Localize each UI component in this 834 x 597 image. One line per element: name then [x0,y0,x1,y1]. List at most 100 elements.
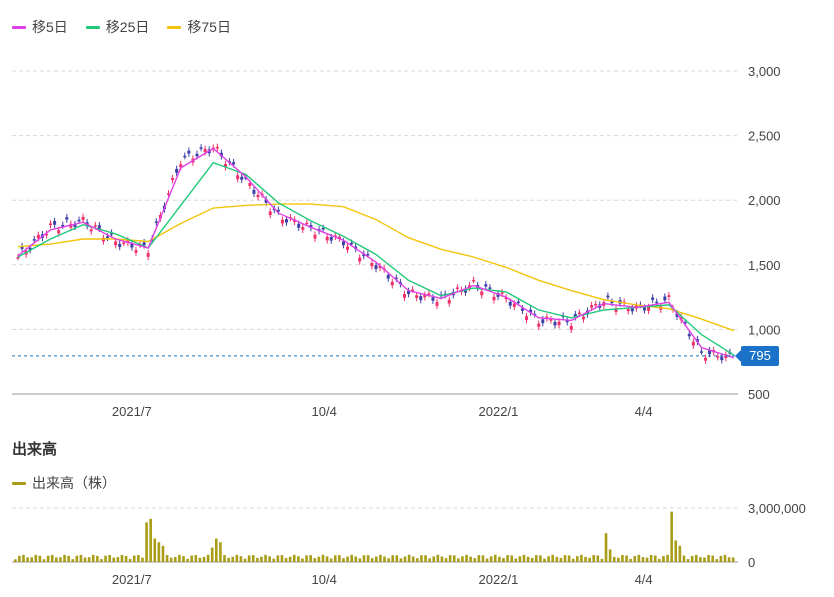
candle [329,237,333,241]
candle [280,219,284,224]
volume-bar [424,555,427,562]
volume-bar [621,555,624,562]
volume-bar [596,555,600,562]
candle [496,293,500,297]
volume-bar [128,558,132,562]
candle [525,316,529,321]
volume-bar [354,556,358,562]
volume-bar [358,558,362,562]
candle [683,322,687,324]
volume-bar [510,555,513,562]
candle [341,241,345,246]
volume-bar [379,554,382,562]
volume-bar [633,556,637,562]
candle [199,147,203,149]
candle [321,228,325,230]
volume-bar [481,555,485,562]
candle [106,236,109,238]
volume-legend[interactable]: 出来高（株） [12,473,116,493]
volume-bar [182,556,185,562]
candle [407,290,411,294]
volume-bar [132,555,136,562]
volume-bar [292,554,296,562]
volume-bar [59,557,62,562]
candle [187,150,191,154]
volume-bar [91,554,95,562]
volume-bar [124,555,128,562]
legend-ma5-label: 移5日 [32,19,68,35]
volume-bar [592,555,596,562]
candle [179,164,183,168]
candle [325,236,329,241]
volume-bar [653,555,657,562]
price-y-tick-label: 2,500 [748,129,781,144]
candle [146,253,150,257]
candle [500,292,504,294]
volume-bar [157,542,161,562]
candle [346,246,350,250]
volume-bar [617,557,620,562]
volume-bar [674,540,678,562]
volume-bar [190,555,193,562]
volume-bar [444,558,448,562]
volume-bar [457,558,460,562]
volume-bar [719,555,723,562]
candle [480,291,484,296]
volume-bar [539,555,542,562]
price-x-tick-label: 2022/1 [479,404,519,419]
price-y-tick-label: 2,000 [748,193,781,208]
candle [126,240,130,243]
volume-bar [46,555,50,562]
volume-bar [321,554,325,562]
candle [472,279,476,282]
candle [362,253,366,257]
volume-bar [461,556,464,562]
candle [720,356,724,361]
volume-bar [173,556,177,562]
candle [516,301,520,304]
volume-bar [551,554,554,562]
volume-bar [202,556,206,562]
volume-bar [276,555,280,562]
volume-bar [284,558,288,562]
candle [704,357,708,361]
volume-bar [584,556,587,562]
ma5-line [17,147,735,359]
candle [97,225,101,229]
price-legend: 移5日 移25日 移75日 [12,17,231,37]
volume-bar [14,559,17,562]
candle [577,312,581,315]
volume-x-tick-label: 10/4 [312,572,337,587]
candle [110,232,114,235]
volume-bar [71,559,75,562]
candle [520,308,524,311]
candle [557,321,561,326]
candle [276,209,280,212]
volume-bar [362,555,366,562]
volume-y-tick-label: 0 [748,555,755,570]
legend-ma75[interactable]: 移75日 [167,17,231,37]
volume-bar [309,555,312,562]
candle [508,301,512,306]
volume-bar [559,557,563,562]
candle [232,162,236,165]
legend-ma5[interactable]: 移5日 [12,17,68,37]
volume-bar [210,547,214,562]
volume-bar [194,555,198,562]
volume-bar [141,557,144,562]
candle [630,307,634,312]
volume-bar [711,555,714,562]
volume-bar [198,557,202,562]
volume-bar [79,554,83,562]
candle [195,153,199,157]
candle [402,294,406,298]
candle [20,245,24,249]
volume-swatch [12,481,26,485]
candle [313,234,317,239]
volume-bar [440,556,444,562]
volume-bar [104,555,107,562]
candle [130,243,134,248]
legend-ma25[interactable]: 移25日 [85,17,149,37]
volume-bar [432,556,436,562]
legend-ma75-label: 移75日 [187,19,231,35]
